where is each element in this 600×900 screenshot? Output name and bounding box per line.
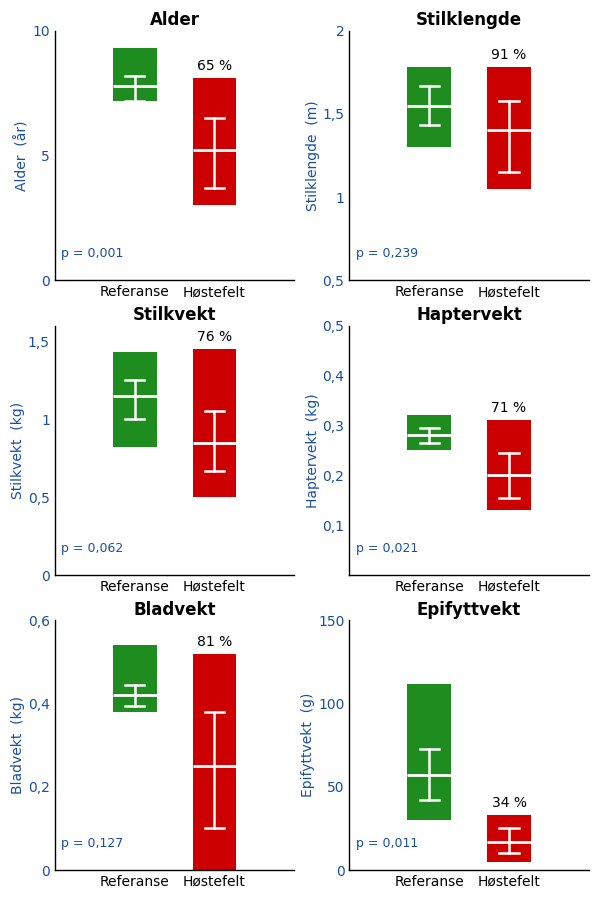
Title: Haptervekt: Haptervekt <box>416 306 522 324</box>
Title: Epifyttvekt: Epifyttvekt <box>417 601 521 619</box>
FancyBboxPatch shape <box>407 416 451 450</box>
Text: 34 %: 34 % <box>491 796 527 810</box>
Text: p = 0,127: p = 0,127 <box>61 837 124 850</box>
Y-axis label: Alder  (år): Alder (år) <box>15 121 29 191</box>
FancyBboxPatch shape <box>113 48 157 101</box>
Text: p = 0,001: p = 0,001 <box>61 248 124 260</box>
Title: Stilkvekt: Stilkvekt <box>133 306 216 324</box>
FancyBboxPatch shape <box>193 653 236 870</box>
Text: p = 0,239: p = 0,239 <box>356 248 418 260</box>
FancyBboxPatch shape <box>193 78 236 205</box>
FancyBboxPatch shape <box>487 420 531 510</box>
FancyBboxPatch shape <box>113 352 157 447</box>
Text: 81 %: 81 % <box>197 634 232 649</box>
FancyBboxPatch shape <box>407 684 451 820</box>
Title: Stilklengde: Stilklengde <box>416 11 522 29</box>
Text: p = 0,011: p = 0,011 <box>356 837 418 850</box>
Y-axis label: Epifyttvekt  (g): Epifyttvekt (g) <box>301 693 315 797</box>
Y-axis label: Bladvekt  (kg): Bladvekt (kg) <box>11 697 25 795</box>
FancyBboxPatch shape <box>193 349 236 497</box>
FancyBboxPatch shape <box>407 68 451 147</box>
Text: p = 0,021: p = 0,021 <box>356 542 418 555</box>
FancyBboxPatch shape <box>113 645 157 712</box>
Text: p = 0,062: p = 0,062 <box>61 542 124 555</box>
Title: Alder: Alder <box>149 11 200 29</box>
Text: 65 %: 65 % <box>197 59 232 73</box>
FancyBboxPatch shape <box>487 68 531 189</box>
Text: 71 %: 71 % <box>491 401 527 416</box>
Y-axis label: Stilklengde  (m): Stilklengde (m) <box>305 100 320 211</box>
Text: 91 %: 91 % <box>491 49 527 62</box>
Title: Bladvekt: Bladvekt <box>133 601 216 619</box>
FancyBboxPatch shape <box>487 815 531 861</box>
Y-axis label: Stilkvekt  (kg): Stilkvekt (kg) <box>11 401 25 499</box>
Text: 76 %: 76 % <box>197 330 232 344</box>
Y-axis label: Haptervekt  (kg): Haptervekt (kg) <box>305 393 320 508</box>
